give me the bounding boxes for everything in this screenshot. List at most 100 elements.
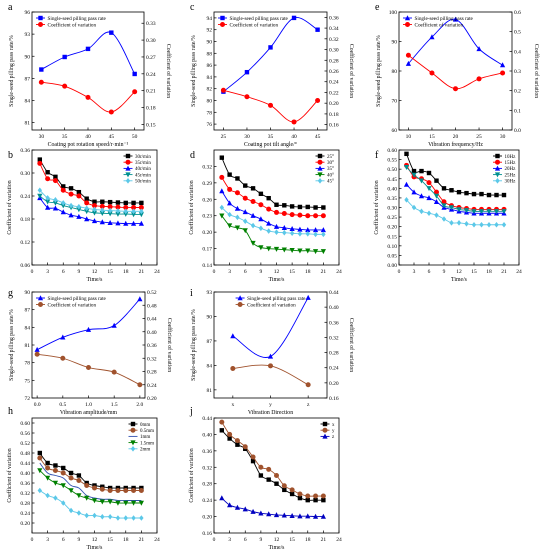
y-tick-label: 60	[392, 128, 398, 134]
y-tick-label: 0.24	[20, 194, 30, 200]
x-tick-label: 0	[213, 269, 216, 275]
data-point	[68, 507, 74, 514]
data-point	[227, 200, 233, 206]
legend-marker	[317, 165, 323, 171]
data-point	[131, 200, 136, 206]
data-point	[130, 212, 137, 218]
data-point	[405, 52, 411, 58]
data-point	[305, 497, 310, 503]
data-point	[235, 214, 240, 221]
y2-tick-label: 0.16	[329, 396, 339, 402]
legend-label: Coefficient of variation	[247, 301, 296, 308]
data-point	[486, 192, 492, 198]
data-point	[139, 208, 144, 215]
legend-marker	[495, 159, 500, 165]
data-point	[219, 204, 225, 211]
y2-tick-label: 0.2	[514, 89, 521, 95]
data-point	[68, 488, 74, 494]
data-point	[258, 464, 264, 470]
data-point	[429, 34, 435, 40]
data-point	[486, 209, 492, 215]
x-tick-label: 0	[398, 269, 401, 275]
y2-tick-label: 0.18	[329, 112, 339, 118]
y2-tick-label: 0.4	[514, 49, 521, 55]
data-point	[486, 221, 492, 228]
y-tick-label: 94	[207, 16, 213, 22]
data-point	[123, 220, 129, 226]
data-point	[291, 15, 297, 21]
legend-marker	[125, 178, 131, 184]
data-point	[305, 493, 311, 499]
y-tick-label: 0.35	[387, 196, 397, 202]
legend-label: 45°	[327, 180, 334, 185]
legend-label: Single-seed pilling pass rate	[48, 16, 107, 22]
data-point	[456, 189, 462, 195]
plot-frame	[31, 11, 145, 131]
y2-tick-label: 0.24	[329, 80, 339, 86]
y-tick-label: 0.16	[202, 531, 212, 537]
y-tick-label: 0.28	[202, 482, 212, 488]
data-point	[493, 209, 500, 215]
data-point	[52, 205, 59, 211]
x-tick-label: 24	[154, 269, 160, 275]
data-point	[242, 195, 248, 201]
data-point	[289, 212, 295, 218]
legend-label: 30r/min	[135, 155, 151, 160]
x-tick-label: 18	[486, 269, 492, 275]
legend: xyz	[320, 421, 335, 440]
y-tick-label: 92	[207, 28, 213, 34]
data-point	[45, 475, 51, 481]
y-tick-label: 0.45	[387, 177, 397, 183]
y-tick-label: 0.30	[387, 206, 397, 212]
data-point	[45, 176, 51, 182]
data-point	[449, 220, 454, 226]
data-point	[312, 249, 319, 255]
y2-tick-label: 0.26	[329, 69, 339, 75]
data-point	[76, 203, 82, 210]
y-tick-label: 100	[389, 10, 398, 16]
data-point	[235, 176, 240, 181]
x-tick-label: 18	[305, 269, 311, 275]
data-point	[433, 193, 440, 199]
x-axis-label: Vibration Direction	[248, 410, 293, 416]
data-point	[45, 204, 51, 210]
y-tick-label: 0.20	[202, 230, 212, 236]
y-axis-label: Coefficient of variation	[6, 180, 13, 234]
data-point	[434, 178, 439, 183]
data-point	[297, 204, 303, 210]
panel-label: a	[8, 2, 13, 13]
x-tick-label: 9	[78, 269, 81, 275]
legend-marker	[220, 15, 225, 21]
legend-marker	[317, 153, 323, 159]
legend-marker	[237, 302, 243, 307]
data-point	[320, 227, 326, 233]
data-point	[53, 495, 58, 501]
data-point	[305, 213, 311, 219]
panel-label: c	[190, 2, 195, 13]
data-point	[471, 209, 477, 215]
y2-tick-label: 0.20	[329, 101, 339, 107]
data-point	[139, 515, 144, 521]
x-tick-label: 12	[274, 269, 280, 275]
y-tick-label: 0.44	[20, 461, 30, 467]
data-point	[463, 208, 470, 214]
y-axis-label: Single-seed pilling pass rate/%	[376, 35, 382, 107]
data-point	[313, 213, 319, 219]
y-tick-label: 87	[25, 308, 31, 314]
y-tick-label: 80	[392, 69, 398, 75]
y-tick-label: 0.55	[387, 158, 397, 164]
x-axis-label: Time/s	[451, 277, 468, 283]
data-point	[404, 151, 409, 157]
x-tick-label: 50	[132, 134, 138, 140]
data-point	[268, 102, 273, 108]
legend-label: 25°	[327, 155, 334, 160]
y-tick-label: 0.10	[387, 244, 397, 250]
data-point	[45, 465, 51, 471]
data-point	[100, 513, 105, 520]
y-tick-label: 70	[392, 99, 398, 105]
y-tick-label: 75	[25, 378, 31, 384]
data-point	[107, 204, 113, 210]
data-point	[471, 221, 477, 228]
data-point	[234, 190, 240, 196]
